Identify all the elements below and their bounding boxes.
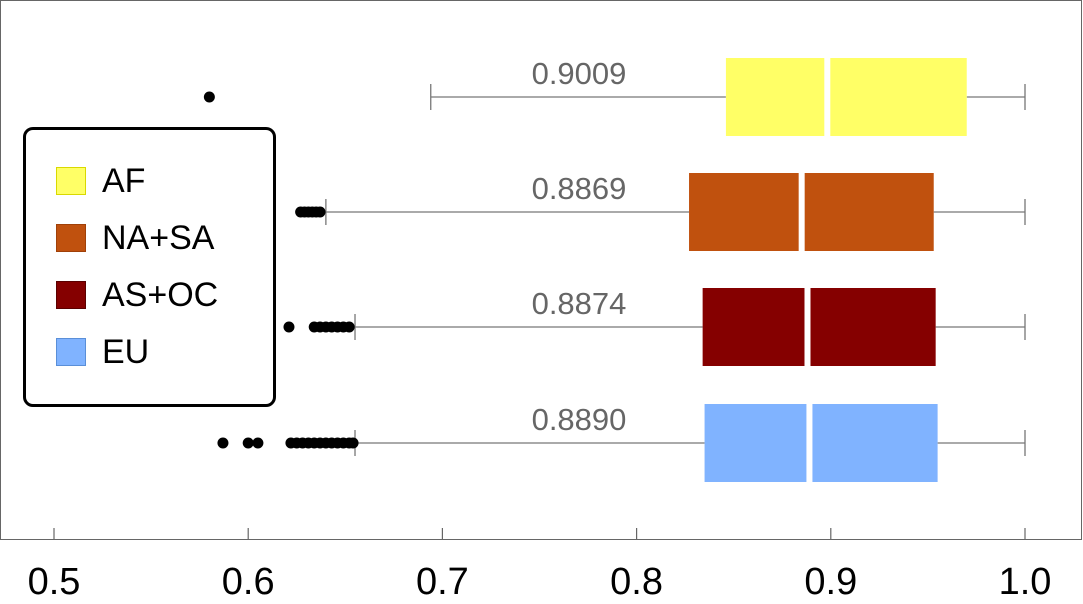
legend-label-as-oc: AS+OC — [102, 276, 219, 314]
outlier-point-af — [203, 91, 215, 103]
x-tick-label: 0.7 — [416, 561, 469, 603]
median-label-af: 0.9009 — [532, 56, 627, 91]
median-label-na-sa: 0.8869 — [532, 171, 627, 206]
outlier-point-as-oc — [343, 321, 355, 333]
outlier-point-eu — [217, 437, 229, 449]
x-tick-label: 0.5 — [28, 561, 81, 603]
x-tick-label: 0.8 — [610, 561, 663, 603]
box-eu — [704, 404, 938, 482]
legend-label-eu: EU — [102, 333, 150, 371]
legend: AF NA+SA AS+OC EU — [23, 127, 276, 407]
x-tick-label: 1.0 — [999, 561, 1052, 603]
legend-item-na-sa: NA+SA — [56, 219, 215, 257]
median-label-eu: 0.8890 — [532, 402, 627, 437]
box-as-oc — [702, 288, 936, 366]
legend-swatch-as-oc — [56, 281, 86, 309]
median-label-as-oc: 0.8874 — [532, 286, 627, 321]
legend-item-af: AF — [56, 162, 146, 200]
box-na-sa — [689, 173, 934, 251]
legend-swatch-eu — [56, 338, 86, 366]
x-tick-label: 0.9 — [804, 561, 857, 603]
outlier-point-eu — [347, 437, 359, 449]
legend-item-as-oc: AS+OC — [56, 276, 219, 314]
outlier-point-eu — [252, 437, 264, 449]
legend-item-eu: EU — [56, 333, 150, 371]
legend-swatch-na-sa — [56, 224, 86, 252]
outlier-point-eu — [242, 437, 254, 449]
outlier-point-as-oc — [283, 321, 295, 333]
legend-swatch-af — [56, 167, 86, 195]
legend-label-af: AF — [102, 162, 146, 200]
x-tick-label: 0.6 — [222, 561, 275, 603]
outlier-point-na-sa — [314, 206, 326, 218]
legend-label-na-sa: NA+SA — [102, 219, 215, 257]
box-af — [725, 58, 967, 136]
plot-frame — [0, 0, 1082, 540]
